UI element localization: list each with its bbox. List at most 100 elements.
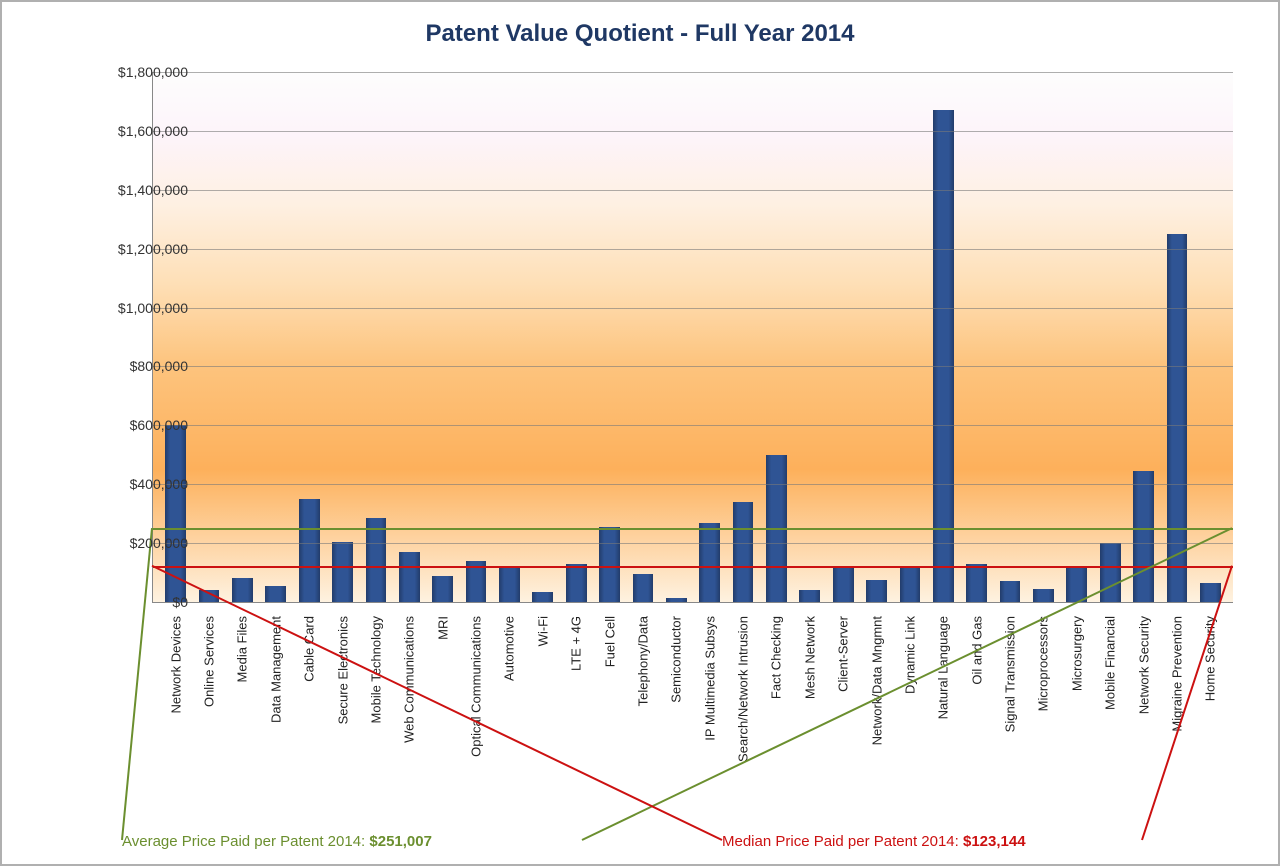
gridline (153, 425, 1233, 426)
x-tick-label: Microsurgery (1069, 608, 1084, 691)
bar-slot: Natural Language (927, 110, 960, 602)
bar (1133, 471, 1154, 602)
x-tick-label: Automotive (502, 608, 517, 681)
y-tick-label: $1,800,000 (68, 64, 188, 80)
x-tick-label: Data Management (268, 608, 283, 723)
bar-slot: Telephony/Data (626, 574, 659, 602)
median-caret-right (1142, 566, 1232, 840)
bar-slot: Network Security (1127, 471, 1160, 602)
bar (699, 523, 720, 603)
y-tick-label: $1,000,000 (68, 300, 188, 316)
y-tick-label: $1,200,000 (68, 241, 188, 257)
gridline (153, 484, 1233, 485)
y-tick-label: $1,600,000 (68, 123, 188, 139)
bar-slot: Semiconductor (660, 598, 693, 602)
x-tick-label: Mesh Network (802, 608, 817, 699)
gridline (153, 543, 1233, 544)
x-tick-label: Oil and Gas (969, 608, 984, 685)
bar (933, 110, 954, 602)
x-tick-label: Telephony/Data (635, 608, 650, 706)
bar (1033, 589, 1054, 602)
bar-slot: MRI (426, 576, 459, 603)
x-tick-label: LTE + 4G (569, 608, 584, 671)
x-tick-label: IP Multimedia Subsys (702, 608, 717, 741)
bar-slot: Client-Server (827, 568, 860, 602)
gridline (153, 366, 1233, 367)
bar (265, 586, 286, 602)
x-tick-label: Media Files (235, 608, 250, 682)
bar-slot: Mobile Technology (359, 518, 392, 602)
bar-slot: Secure Electronics (326, 542, 359, 602)
bar (499, 568, 520, 602)
bar (366, 518, 387, 602)
x-tick-label: Fact Checking (769, 608, 784, 699)
x-tick-label: Migraine Prevention (1169, 608, 1184, 732)
x-tick-label: Dynamic Link (902, 608, 917, 694)
bar-slot: Mobile Financial (1094, 543, 1127, 602)
x-tick-label: Search/Network Intrusion (736, 608, 751, 762)
x-tick-label: Fuel Cell (602, 608, 617, 667)
bar (1066, 568, 1087, 602)
x-tick-label: Mobile Technology (368, 608, 383, 723)
x-tick-label: Network Devices (168, 608, 183, 714)
chart-title: Patent Value Quotient - Full Year 2014 (2, 20, 1278, 48)
bar-slot: Online Services (192, 590, 225, 602)
bar-slot: Fact Checking (760, 455, 793, 602)
bar (833, 568, 854, 602)
x-tick-label: Secure Electronics (335, 608, 350, 724)
bar-slot: Automotive (493, 568, 526, 602)
average-legend-value: $251,007 (369, 833, 432, 850)
gridline (153, 131, 1233, 132)
legend-area: Average Price Paid per Patent 2014: $251… (2, 824, 1278, 854)
bar (566, 564, 587, 602)
x-tick-label: MRI (435, 608, 450, 640)
bar (466, 561, 487, 602)
average-legend: Average Price Paid per Patent 2014: $251… (122, 833, 432, 850)
median-legend: Median Price Paid per Patent 2014: $123,… (722, 833, 1026, 850)
bar (332, 542, 353, 602)
bar (1100, 543, 1121, 602)
bar (299, 499, 320, 602)
bar (432, 576, 453, 603)
bar (599, 527, 620, 602)
bar (399, 552, 420, 602)
bar (1000, 581, 1021, 602)
bar-slot: Home Security (1194, 583, 1227, 602)
x-tick-label: Network Security (1136, 608, 1151, 714)
gridline (153, 72, 1233, 73)
bar (900, 567, 921, 602)
bar-slot: Web Communications (393, 552, 426, 602)
bar (633, 574, 654, 602)
bar (165, 425, 186, 602)
x-tick-label: Signal Transmission (1003, 608, 1018, 732)
bar-slot: LTE + 4G (560, 564, 593, 602)
x-tick-label: Wi-Fi (535, 608, 550, 646)
bar-slot: Dynamic Link (893, 567, 926, 602)
bar-slot: Cable Card (293, 499, 326, 602)
bar-slot: Wi-Fi (526, 592, 559, 602)
bar (666, 598, 687, 602)
plot-area: Network DevicesOnline ServicesMedia File… (152, 72, 1233, 603)
bar (799, 590, 820, 602)
x-tick-label: Semiconductor (669, 608, 684, 703)
bar-slot: Signal Transmission (993, 581, 1026, 602)
bar-slot: Microprocessors (1027, 589, 1060, 602)
bar-slot: IP Multimedia Subsys (693, 523, 726, 603)
bar-slot: Network/Data Mngmnt (860, 580, 893, 602)
bar-slot: Media Files (226, 578, 259, 602)
bar (1200, 583, 1221, 602)
x-tick-label: Optical Communications (469, 608, 484, 757)
median-legend-prefix: Median Price Paid per Patent 2014: (722, 833, 963, 850)
bar (1167, 234, 1188, 602)
bar-slot: Optical Communications (459, 561, 492, 602)
average-caret-left (122, 528, 152, 840)
bar-slot: Microsurgery (1060, 568, 1093, 602)
x-tick-label: Cable Card (302, 608, 317, 682)
bar-container: Network DevicesOnline ServicesMedia File… (153, 72, 1233, 602)
bar-slot: Mesh Network (793, 590, 826, 602)
bar (866, 580, 887, 602)
x-tick-label: Natural Language (936, 608, 951, 719)
y-tick-label: $0 (68, 594, 188, 610)
y-tick-label: $800,000 (68, 358, 188, 374)
bar (232, 578, 253, 602)
